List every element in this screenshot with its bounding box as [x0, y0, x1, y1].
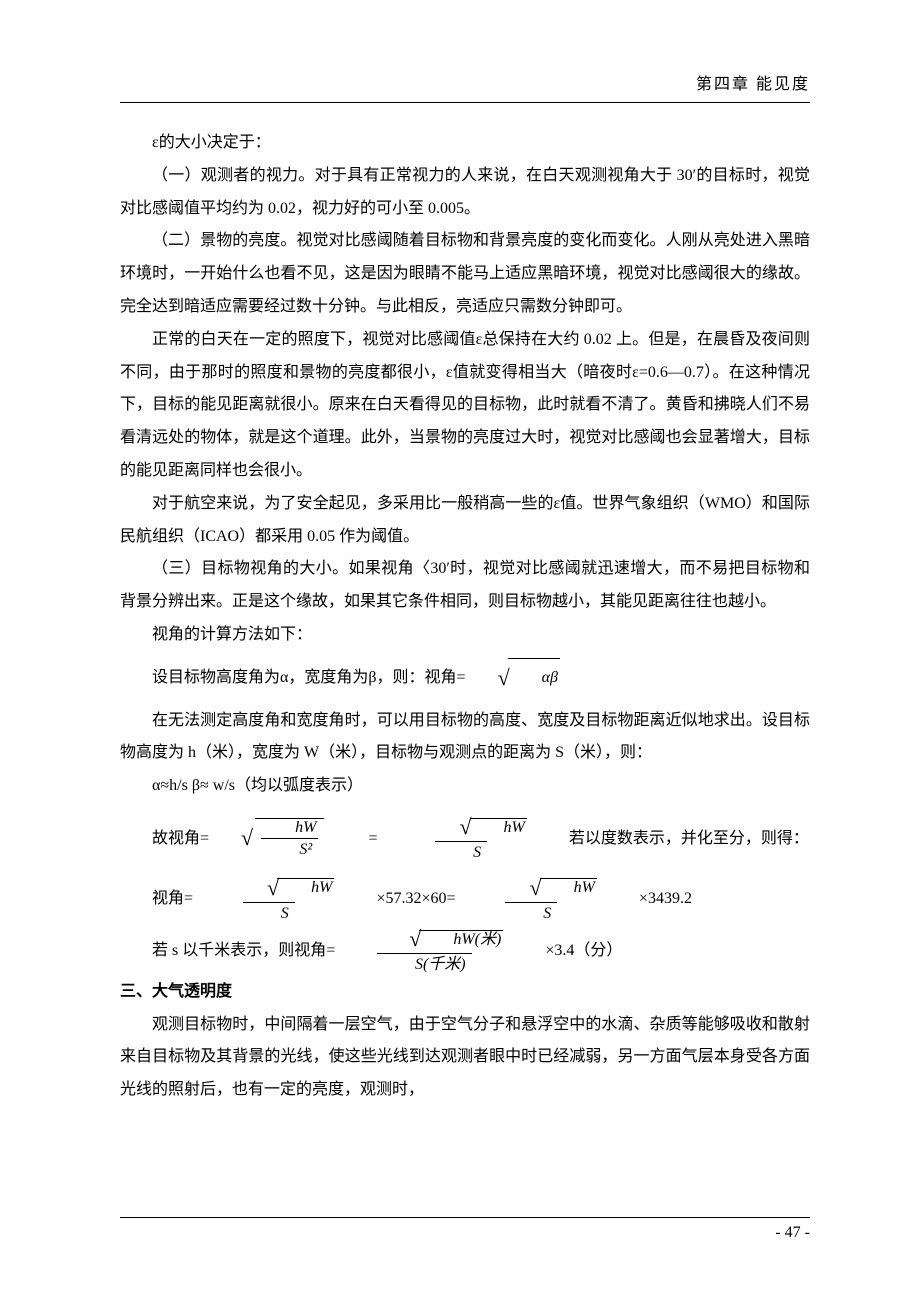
formula-degrees: 视角= √hW S ×57.32×60= √hW S ×3439.2	[120, 873, 810, 924]
page-number: - 47 -	[775, 1224, 810, 1241]
formula-therefore: 故视角= √ hW S² = √hW S 若以度数表示，并化至分，则得：	[120, 803, 810, 873]
label-therefore: 故视角=	[120, 813, 209, 864]
para-4: 对于航空来说，为了安全起见，多采用比一般稍高一些的ε值。世界气象组织（WMO）和…	[120, 488, 810, 554]
para-2: （二）景物的亮度。视觉对比感阈随着目标物和背景亮度的变化而变化。人刚从亮处进入黑…	[120, 225, 810, 323]
para-approx-intro: 在无法测定高度角和宽度角时，可以用目标物的高度、宽度及目标物距离近似地求出。设目…	[120, 705, 810, 771]
para-1: （一）观测者的视力。对于具有正常视力的人来说，在白天观测视角大于 30′的目标时…	[120, 160, 810, 226]
sqrt-hw-s2: √ hW S²	[209, 803, 328, 873]
formula-radians: α≈h/s β≈ w/s（均以弧度表示）	[120, 770, 810, 803]
body-content: ε的大小决定于： （一）观测者的视力。对于具有正常视力的人来说，在白天观测视角大…	[120, 127, 810, 1107]
para-3: 正常的白天在一定的照度下，视觉对比感阈值ε总保持在大约 0.02 上。但是，在晨…	[120, 324, 810, 488]
label-km-post: ×3.4（分）	[513, 925, 622, 976]
label-mid: ×57.32×60=	[344, 873, 455, 924]
para-transparency: 观测目标物时，中间隔着一层空气，由于空气分子和悬浮空中的水滴、杂质等能够吸收和散…	[120, 1009, 810, 1107]
para-5: （三）目标物视角的大小。如果视角〈30′时，视觉对比感阈就迅速增大，而不易把目标…	[120, 553, 810, 619]
label-angle: 视角=	[120, 873, 193, 924]
section-3-title: 三、大气透明度	[120, 976, 810, 1009]
frac-sqrt-hw-s-2: √hW S	[197, 876, 340, 923]
formula-prefix: 设目标物高度角为α，宽度角为β，则：视角=	[120, 659, 466, 697]
equals-1: =	[336, 813, 377, 864]
formula-km: 若 s 以千米表示，则视角= √hW(米) S(千米) ×3.4（分）	[120, 925, 810, 976]
label-post-1: 若以度数表示，并化至分，则得：	[537, 813, 809, 864]
label-post-2: ×3439.2	[607, 873, 692, 924]
sqrt-alpha-beta: √αβ	[466, 652, 560, 705]
label-km-pre: 若 s 以千米表示，则视角=	[120, 925, 335, 976]
page-footer: - 47 -	[120, 1217, 810, 1242]
page-header: 第四章 能见度	[120, 70, 810, 103]
para-calc-intro: 视角的计算方法如下：	[120, 619, 810, 652]
formula-visual-angle: 设目标物高度角为α，宽度角为β，则：视角= √αβ	[120, 652, 810, 705]
frac-sqrt-hw-s-3: √hW S	[460, 876, 603, 923]
para-intro: ε的大小决定于：	[120, 127, 810, 160]
frac-sqrt-hw-s-1: √hW S	[389, 815, 532, 862]
frac-sqrt-hw-skm: √hW(米) S(千米)	[339, 927, 509, 974]
